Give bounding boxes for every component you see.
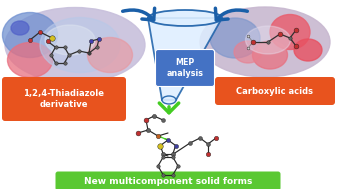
Ellipse shape <box>294 39 322 61</box>
FancyBboxPatch shape <box>2 77 126 121</box>
Ellipse shape <box>210 18 260 58</box>
Ellipse shape <box>45 25 95 55</box>
Ellipse shape <box>5 8 145 83</box>
Ellipse shape <box>40 18 120 73</box>
Text: 1,2,4-Thiadiazole
derivative: 1,2,4-Thiadiazole derivative <box>24 89 104 109</box>
FancyBboxPatch shape <box>215 77 335 105</box>
Ellipse shape <box>252 41 287 69</box>
Ellipse shape <box>234 41 262 63</box>
FancyBboxPatch shape <box>56 171 280 189</box>
Ellipse shape <box>2 12 58 57</box>
Ellipse shape <box>270 15 310 50</box>
Ellipse shape <box>200 7 330 77</box>
Polygon shape <box>148 18 222 100</box>
Ellipse shape <box>245 26 290 54</box>
Text: New multicomponent solid forms: New multicomponent solid forms <box>84 177 252 185</box>
FancyArrowPatch shape <box>123 8 155 20</box>
Text: Carboxylic acids: Carboxylic acids <box>237 87 313 95</box>
FancyBboxPatch shape <box>155 50 214 87</box>
FancyArrowPatch shape <box>215 8 247 20</box>
Ellipse shape <box>88 37 132 73</box>
Ellipse shape <box>11 21 29 35</box>
Ellipse shape <box>162 96 176 104</box>
Ellipse shape <box>7 43 53 77</box>
Text: MEP
analysis: MEP analysis <box>166 58 204 78</box>
FancyArrowPatch shape <box>159 103 179 113</box>
Ellipse shape <box>148 10 222 26</box>
